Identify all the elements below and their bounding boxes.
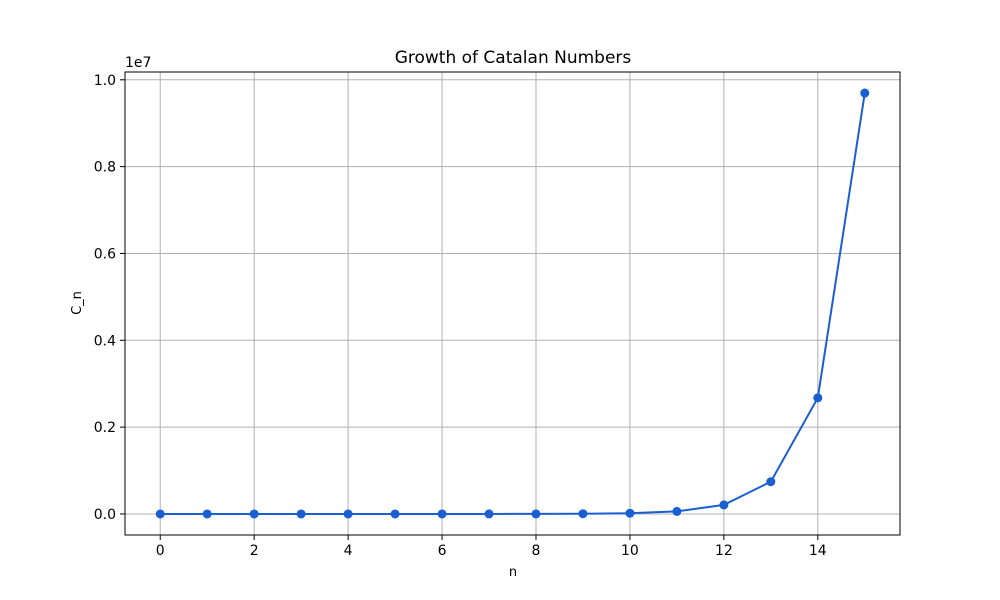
y-axis-label: C_n <box>70 291 85 315</box>
x-tick-label: 8 <box>532 543 541 559</box>
plot-area-frame <box>124 71 901 536</box>
x-tick-label: 10 <box>621 543 639 559</box>
y-tick-label: 0.4 <box>94 333 116 349</box>
x-tick-label: 14 <box>809 543 827 559</box>
grid-lines <box>125 72 900 535</box>
x-axis-label: n <box>509 565 517 580</box>
y-tick-label: 0.2 <box>94 420 116 436</box>
x-tick-label: 6 <box>438 543 447 559</box>
data-point-marker <box>437 509 447 519</box>
series-markers <box>155 88 870 519</box>
x-tick-label: 0 <box>156 543 165 559</box>
axis-ticks: 0 2 4 6 8 10 12 14 0.0 0.2 0.4 0.6 0.8 1.0 <box>94 73 827 559</box>
chart-title: Growth of Catalan Numbers <box>395 48 632 68</box>
data-point-marker <box>202 509 212 519</box>
series-line <box>160 92 866 515</box>
data-point-marker <box>484 509 494 519</box>
y-axis-offset-label: 1e7 <box>125 55 151 71</box>
data-point-marker <box>766 477 776 487</box>
data-point-marker <box>343 509 353 519</box>
data-point-marker <box>155 509 165 519</box>
y-tick-label: 0.8 <box>94 160 116 176</box>
y-tick-label: 1.0 <box>94 73 116 89</box>
data-point-marker <box>672 506 682 516</box>
data-point-marker <box>625 508 635 518</box>
data-point-marker <box>531 509 541 519</box>
x-tick-label: 4 <box>344 543 353 559</box>
x-tick-label: 12 <box>715 543 733 559</box>
data-point-marker <box>390 509 400 519</box>
data-point-marker <box>860 88 870 98</box>
y-tick-label: 0.6 <box>94 246 116 262</box>
data-point-marker <box>719 500 729 510</box>
x-tick-label: 2 <box>250 543 259 559</box>
data-point-marker <box>296 509 306 519</box>
series-lines <box>160 92 866 515</box>
y-tick-label: 0.0 <box>94 507 116 523</box>
data-point-marker <box>813 393 823 403</box>
data-point-marker <box>249 509 259 519</box>
data-point-marker <box>578 509 588 519</box>
